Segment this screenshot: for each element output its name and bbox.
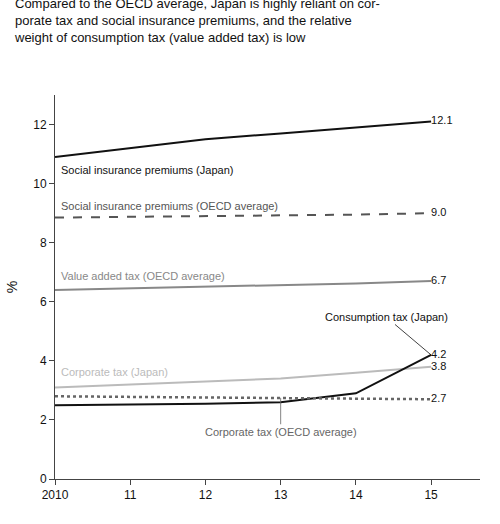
svg-text:10: 10 <box>33 177 47 191</box>
svg-text:12: 12 <box>199 488 213 502</box>
svg-text:4.2: 4.2 <box>431 348 446 360</box>
svg-text:Consumption tax (Japan): Consumption tax (Japan) <box>325 311 448 323</box>
svg-text:%: % <box>4 281 20 293</box>
svg-text:Compared to the OECD average,: Compared to the OECD average, Japan is h… <box>14 0 380 45</box>
svg-text:Value added tax (OECD average): Value added tax (OECD average) <box>61 270 225 282</box>
svg-text:9.0: 9.0 <box>431 206 446 218</box>
svg-text:11: 11 <box>124 488 137 502</box>
svg-text:Corporate tax (OECD average): Corporate tax (OECD average) <box>205 426 357 438</box>
svg-text:12.1: 12.1 <box>431 114 452 126</box>
svg-text:14: 14 <box>349 488 363 502</box>
svg-text:8: 8 <box>40 236 47 250</box>
svg-text:Corporate tax (Japan): Corporate tax (Japan) <box>61 366 168 378</box>
svg-text:15: 15 <box>424 488 438 502</box>
svg-text:0: 0 <box>40 472 47 486</box>
svg-text:Social insurance premiums (Jap: Social insurance premiums (Japan) <box>61 164 233 176</box>
svg-text:13: 13 <box>274 488 288 502</box>
svg-text:2: 2 <box>40 413 47 427</box>
svg-text:6: 6 <box>40 295 47 309</box>
svg-text:3.8: 3.8 <box>431 360 446 372</box>
svg-text:2010: 2010 <box>42 488 69 502</box>
svg-text:Social insurance premiums (OEC: Social insurance premiums (OECD average) <box>61 200 278 212</box>
svg-text:6.7: 6.7 <box>431 274 446 286</box>
svg-text:4: 4 <box>40 354 47 368</box>
svg-text:2.7: 2.7 <box>431 392 446 404</box>
svg-text:12: 12 <box>33 118 47 132</box>
